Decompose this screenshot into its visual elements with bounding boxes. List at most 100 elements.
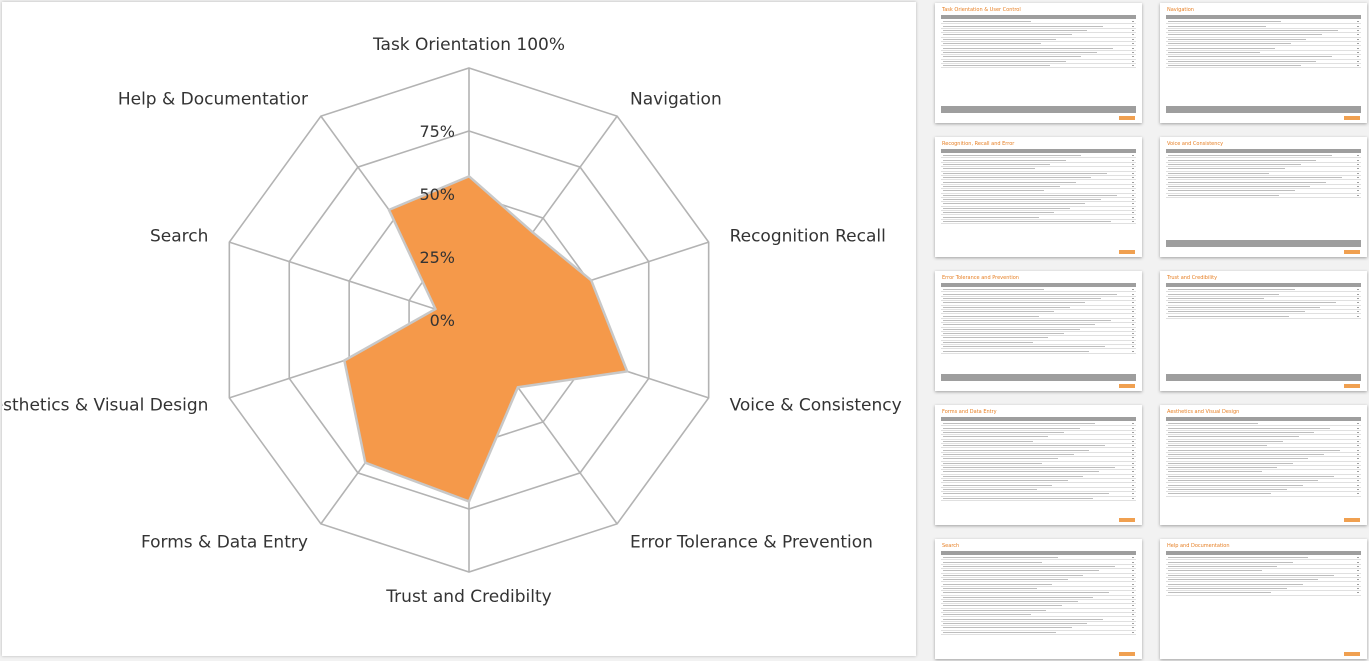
data-point-5: [467, 500, 471, 503]
thumbnail-table-row: [941, 207, 1136, 212]
thumbnail-table-row: [941, 475, 1136, 480]
thumbnail-table-row: [1166, 448, 1361, 453]
checklist-thumbnail[interactable]: Recognition, Recall and Error: [935, 137, 1142, 257]
thumbnail-table-row: [941, 211, 1136, 216]
thumbnail-table-row: [941, 301, 1136, 306]
axis-label-8: Search: [150, 226, 208, 246]
thumbnail-table-row: [941, 167, 1136, 172]
thumbnail-table-row: [1166, 475, 1361, 480]
thumbnail-title: Navigation: [1167, 7, 1194, 13]
thumbnail-table-row: [1166, 479, 1361, 484]
thumbnail-table-row: [1166, 51, 1361, 56]
axis-label-5: Trust and Credibilty: [385, 587, 551, 607]
thumbnail-logo: [1119, 518, 1135, 522]
thumbnail-table-row: [941, 158, 1136, 163]
thumbnail-table-row: [941, 569, 1136, 574]
thumbnail-table-row: [941, 310, 1136, 315]
checklist-thumbnail[interactable]: Task Orientation & User Control: [935, 3, 1142, 123]
checklist-thumbnail[interactable]: Forms and Data Entry: [935, 405, 1142, 525]
data-point-6: [364, 461, 367, 464]
thumbnail-table-row: [941, 617, 1136, 622]
thumbnail-title: Forms and Data Entry: [942, 409, 997, 415]
checklist-thumbnail[interactable]: Navigation: [1160, 3, 1367, 123]
thumbnail-table-row: [1166, 587, 1361, 592]
checklist-thumbnail[interactable]: Trust and Credibility: [1160, 271, 1367, 391]
thumbnail-table-row: [941, 444, 1136, 449]
thumbnail-table-row: [941, 426, 1136, 431]
thumbnail-table-row: [941, 176, 1136, 181]
checklist-thumbnail[interactable]: Aesthetics and Visual Design: [1160, 405, 1367, 525]
thumbnail-table-row: [1166, 60, 1361, 64]
thumbnail-table-row: [941, 60, 1136, 64]
thumbnail-table-row: [941, 202, 1136, 207]
axis-label-9: Help & Documentatior: [118, 89, 308, 109]
thumbnail-table-body: [1166, 556, 1361, 596]
radar-chart: 0% 25% 50% 75% Task Orientation 100% Navigati…: [2, 35, 902, 607]
axis-label-0: Task Orientation 100%: [372, 35, 565, 55]
thumbnail-table-row: [1166, 154, 1361, 159]
thumbnail-table-row: [1166, 310, 1361, 315]
thumbnail-table-body: [1166, 20, 1361, 69]
thumbnail-table-row: [941, 306, 1136, 310]
thumbnail-table-row: [1166, 466, 1361, 471]
thumbnail-table-row: [941, 215, 1136, 220]
thumbnail-table-row: [941, 497, 1136, 502]
thumbnail-table-row: [1166, 470, 1361, 475]
checklist-thumbnail[interactable]: Help and Documentation: [1160, 539, 1367, 659]
thumbnail-table-row: [941, 591, 1136, 596]
thumbnail-table-row: [941, 323, 1136, 328]
radar-chart-panel: 0% 25% 50% 75% Task Orientation 100% Navigati…: [2, 2, 916, 656]
thumbnail-table-row: [1166, 185, 1361, 190]
thumbnail-table-header: [1166, 551, 1361, 555]
thumbnail-table-header: [941, 149, 1136, 153]
axis-label-3: Voice & Consistency: [730, 396, 902, 416]
thumbnail-table-row: [941, 613, 1136, 618]
thumbnail-logo: [1119, 250, 1135, 254]
thumbnail-table-row: [1166, 180, 1361, 185]
checklist-thumbnail[interactable]: Voice and Consistency: [1160, 137, 1367, 257]
thumbnail-title: Recognition, Recall and Error: [942, 141, 1015, 147]
thumbnail-table-row: [1166, 569, 1361, 574]
thumbnail-logo: [1119, 116, 1135, 120]
thumbnail-table-row: [1166, 444, 1361, 449]
thumbnail-table-row: [941, 292, 1136, 297]
thumbnail-table-row: [941, 198, 1136, 203]
tick-label-1: 25%: [419, 248, 455, 267]
axis-label-2: Recognition Recall: [730, 226, 886, 246]
thumbnail-table-row: [1166, 435, 1361, 440]
data-point-1: [531, 231, 534, 234]
thumbnail-score-footer: [941, 374, 1136, 381]
thumbnail-table-row: [941, 488, 1136, 493]
thumbnail-table-row: [941, 172, 1136, 176]
thumbnail-title: Error Tolerance and Prevention: [942, 275, 1019, 281]
thumbnail-logo: [1344, 250, 1360, 254]
thumbnail-table-row: [941, 194, 1136, 198]
thumbnail-table-row: [1166, 440, 1361, 444]
thumbnail-table-row: [941, 622, 1136, 627]
data-area: [343, 175, 629, 503]
thumbnail-table-row: [1166, 591, 1361, 596]
thumbnail-table-row: [941, 46, 1136, 51]
checklist-thumbnail[interactable]: Search: [935, 539, 1142, 659]
thumbnail-title: Task Orientation & User Control: [942, 7, 1021, 13]
thumbnail-table-row: [941, 582, 1136, 587]
tick-label-3: 75%: [419, 122, 455, 141]
thumbnail-table-header: [941, 15, 1136, 19]
thumbnail-table-row: [941, 38, 1136, 42]
thumbnail-table-row: [941, 341, 1136, 346]
axis-label-7: Aesthetics & Visual Design: [2, 396, 208, 416]
data-point-4: [516, 386, 520, 389]
thumbnail-table-row: [941, 336, 1136, 341]
thumbnail-table-header: [1166, 417, 1361, 421]
checklist-thumbnail[interactable]: Error Tolerance and Prevention: [935, 271, 1142, 391]
thumbnail-table-row: [941, 556, 1136, 561]
thumbnail-table-row: [1166, 158, 1361, 163]
thumbnail-table-header: [1166, 15, 1361, 19]
data-point-3: [625, 370, 629, 373]
thumbnail-score-footer: [1166, 240, 1361, 247]
thumbnail-table-row: [941, 600, 1136, 605]
thumbnail-table-row: [941, 453, 1136, 458]
thumbnail-score-footer: [1166, 374, 1361, 381]
axis-label-1: Navigation: [630, 89, 722, 109]
